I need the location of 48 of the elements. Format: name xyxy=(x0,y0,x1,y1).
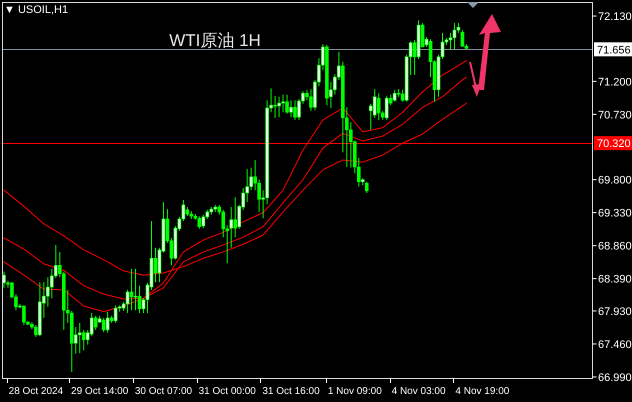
candlestick xyxy=(114,304,118,324)
candlestick xyxy=(186,206,190,217)
annotation: ▼ USOIL,H1 xyxy=(4,4,68,16)
x-tick-label: 4 Nov 19:00 xyxy=(455,386,510,397)
candlestick xyxy=(82,329,86,351)
x-tick-label: 1 Nov 09:00 xyxy=(328,386,382,397)
candlestick xyxy=(202,214,206,229)
y-tick-label: 69.330 xyxy=(598,208,632,220)
candlestick xyxy=(285,94,289,114)
text: WTI原油 1H xyxy=(169,31,261,50)
candlestick xyxy=(198,216,202,230)
y-tick-label: 70.730 xyxy=(598,109,632,122)
candlestick xyxy=(134,268,138,311)
candlestick xyxy=(277,96,281,118)
x-tick-label: 4 Nov 03:00 xyxy=(392,386,446,397)
candlestick xyxy=(289,100,293,118)
candlestick xyxy=(376,92,381,120)
x-tick-label: 31 Oct 16:00 xyxy=(262,386,320,397)
y-tick-label: 72.130 xyxy=(598,11,632,24)
y-tick-label: 66.990 xyxy=(598,372,632,384)
candlestick xyxy=(384,96,388,120)
candlestick xyxy=(90,312,94,337)
candlestick xyxy=(273,96,277,118)
y-tick-label: 68.390 xyxy=(598,274,632,286)
candlestick xyxy=(130,268,134,311)
x-tick-label: 30 Oct 07:00 xyxy=(134,386,193,397)
candlestick xyxy=(364,181,369,194)
candlestick xyxy=(106,311,110,334)
candlestick xyxy=(281,94,285,113)
candlestick xyxy=(94,315,98,330)
candlestick xyxy=(22,304,26,326)
candlestick xyxy=(293,100,297,120)
y-tick-label: 67.460 xyxy=(598,338,632,351)
candlestick xyxy=(78,322,82,354)
x-tick-label: 28 Oct 2024 xyxy=(8,386,64,397)
ref-line-label: 71.656 xyxy=(597,44,631,56)
x-tick-label: 29 Oct 14:00 xyxy=(71,386,129,397)
y-tick-label: 68.860 xyxy=(598,240,632,253)
candlestick xyxy=(229,206,234,248)
ref-line-label: 70.320 xyxy=(597,138,631,150)
candlestick xyxy=(452,22,456,50)
x-tick-label: 31 Oct 00:00 xyxy=(198,386,256,397)
y-tick-label: 71.200 xyxy=(598,76,632,88)
y-tick-label: 67.930 xyxy=(598,306,632,318)
candlestick xyxy=(233,196,238,238)
y-tick-label: 69.800 xyxy=(598,174,632,187)
candlestick xyxy=(392,89,396,102)
candlestick xyxy=(102,317,106,333)
